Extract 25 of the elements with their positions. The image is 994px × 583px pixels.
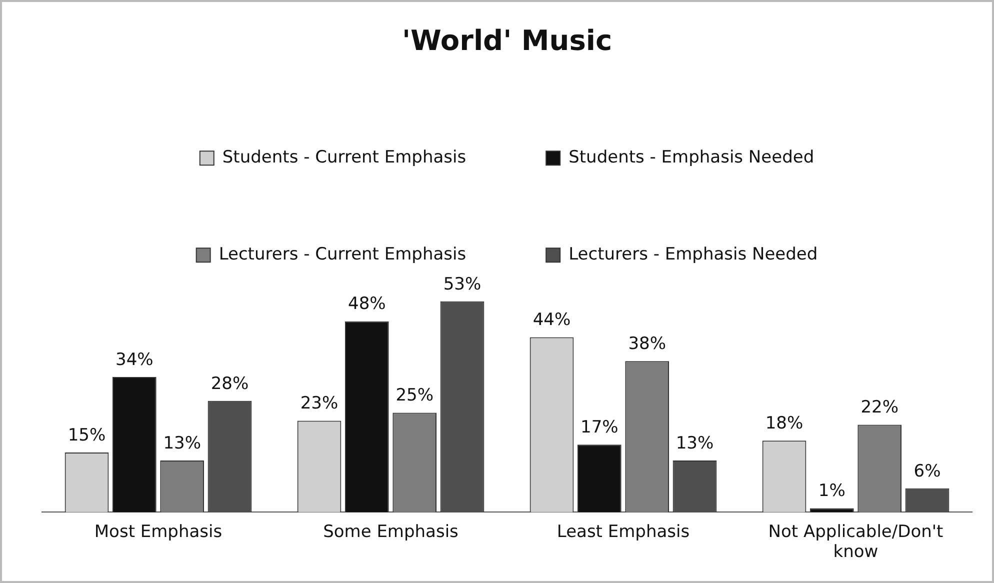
data-label: 38% <box>628 334 666 354</box>
data-label: 23% <box>300 394 338 414</box>
data-label: 18% <box>765 414 804 434</box>
legend-label: Students - Current Emphasis <box>222 148 466 168</box>
data-label: 22% <box>860 398 898 418</box>
data-label: 13% <box>163 433 201 454</box>
data-label: 13% <box>676 433 714 454</box>
data-label: 25% <box>396 386 434 406</box>
data-label: 28% <box>210 374 249 394</box>
data-label: 44% <box>532 310 571 330</box>
x-tick-label: Not Applicable/Don't know <box>768 522 944 562</box>
data-label: 6% <box>914 461 941 482</box>
data-label: 48% <box>348 294 386 314</box>
data-label: 1% <box>818 481 846 502</box>
chart-title: 'World' Music <box>402 24 612 58</box>
data-label: 34% <box>116 350 154 370</box>
x-tick-label: Most Emphasis <box>94 522 222 542</box>
data-label: 17% <box>580 418 618 438</box>
legend-label: Lecturers - Emphasis Needed <box>568 244 818 265</box>
data-label: 15% <box>68 425 106 446</box>
x-tick-label: Least Emphasis <box>556 522 690 542</box>
data-label: 53% <box>443 274 482 294</box>
x-tick-label: Some Emphasis <box>323 522 459 542</box>
legend-label: Students - Emphasis Needed <box>568 148 814 168</box>
legend-label: Lecturers - Current Emphasis <box>218 244 466 265</box>
